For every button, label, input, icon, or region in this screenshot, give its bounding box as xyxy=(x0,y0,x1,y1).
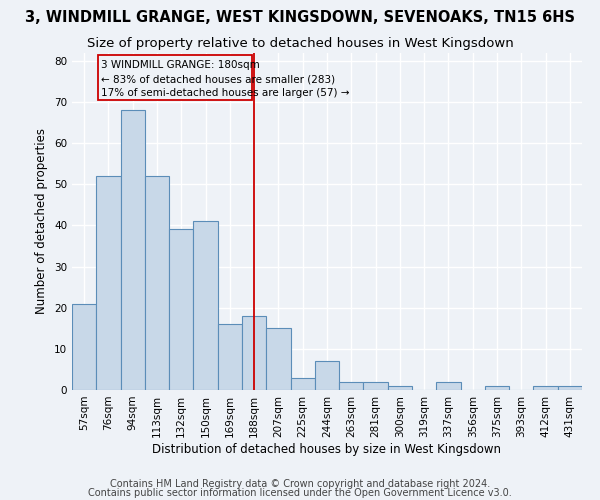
Y-axis label: Number of detached properties: Number of detached properties xyxy=(35,128,49,314)
Text: 17% of semi-detached houses are larger (57) →: 17% of semi-detached houses are larger (… xyxy=(101,88,350,98)
Bar xyxy=(145,176,169,390)
Bar xyxy=(315,361,339,390)
Text: ← 83% of detached houses are smaller (283): ← 83% of detached houses are smaller (28… xyxy=(101,74,335,84)
Text: Contains HM Land Registry data © Crown copyright and database right 2024.: Contains HM Land Registry data © Crown c… xyxy=(110,479,490,489)
Text: 3 WINDMILL GRANGE: 180sqm: 3 WINDMILL GRANGE: 180sqm xyxy=(101,60,260,70)
Bar xyxy=(558,386,582,390)
FancyBboxPatch shape xyxy=(97,54,252,100)
Bar xyxy=(266,328,290,390)
Bar xyxy=(364,382,388,390)
Bar xyxy=(339,382,364,390)
Bar xyxy=(242,316,266,390)
Bar xyxy=(218,324,242,390)
Bar xyxy=(388,386,412,390)
Bar xyxy=(169,230,193,390)
Text: Size of property relative to detached houses in West Kingsdown: Size of property relative to detached ho… xyxy=(86,38,514,51)
Text: 3, WINDMILL GRANGE, WEST KINGSDOWN, SEVENOAKS, TN15 6HS: 3, WINDMILL GRANGE, WEST KINGSDOWN, SEVE… xyxy=(25,10,575,25)
X-axis label: Distribution of detached houses by size in West Kingsdown: Distribution of detached houses by size … xyxy=(152,442,502,456)
Text: Contains public sector information licensed under the Open Government Licence v3: Contains public sector information licen… xyxy=(88,488,512,498)
Bar xyxy=(485,386,509,390)
Bar xyxy=(436,382,461,390)
Bar xyxy=(193,221,218,390)
Bar xyxy=(533,386,558,390)
Bar xyxy=(96,176,121,390)
Bar xyxy=(72,304,96,390)
Bar xyxy=(121,110,145,390)
Bar xyxy=(290,378,315,390)
